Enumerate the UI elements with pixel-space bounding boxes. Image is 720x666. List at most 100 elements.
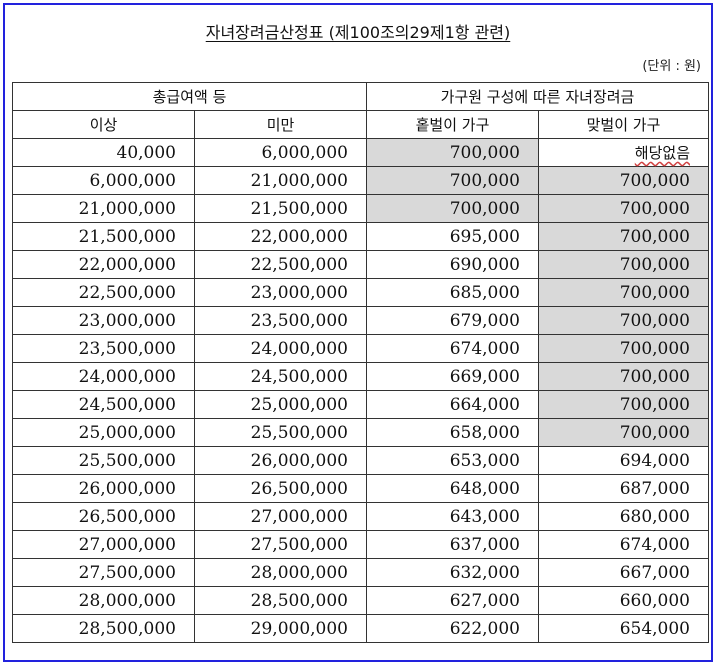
table-row: 28,000,000 28,500,000 627,000 660,000 — [12, 586, 709, 615]
cell-max: 25,500,000 — [194, 418, 367, 447]
cell-max: 23,000,000 — [194, 278, 367, 307]
header-award-group: 가구원 구성에 따른 자녀장려금 — [366, 82, 709, 111]
cell-min: 22,500,000 — [12, 278, 195, 307]
cell-single-earner: 674,000 — [366, 334, 539, 363]
table-row: 28,500,000 29,000,000 622,000 654,000 — [12, 614, 709, 643]
table-row: 25,000,000 25,500,000 658,000 700,000 — [12, 418, 709, 447]
cell-single-earner: 679,000 — [366, 306, 539, 335]
cell-single-earner: 664,000 — [366, 390, 539, 419]
cell-min: 40,000 — [12, 138, 195, 167]
cell-single-earner: 648,000 — [366, 474, 539, 503]
cell-dual-earner: 해당없음 — [538, 138, 709, 167]
cell-min: 28,500,000 — [12, 614, 195, 643]
table-row: 25,500,000 26,000,000 653,000 694,000 — [12, 446, 709, 475]
cell-max: 26,500,000 — [194, 474, 367, 503]
cell-max: 29,000,000 — [194, 614, 367, 643]
table-row: 6,000,000 21,000,000 700,000 700,000 — [12, 166, 709, 195]
cell-single-earner: 643,000 — [366, 502, 539, 531]
cell-max: 28,000,000 — [194, 558, 367, 587]
cell-single-earner: 632,000 — [366, 558, 539, 587]
cell-dual-earner: 674,000 — [538, 530, 709, 559]
cell-max: 27,500,000 — [194, 530, 367, 559]
cell-single-earner: 685,000 — [366, 278, 539, 307]
cell-max: 22,000,000 — [194, 222, 367, 251]
cell-min: 23,000,000 — [12, 306, 195, 335]
cell-min: 28,000,000 — [12, 586, 195, 615]
cell-dual-earner: 654,000 — [538, 614, 709, 643]
cell-dual-earner: 694,000 — [538, 446, 709, 475]
cell-dual-earner: 700,000 — [538, 334, 709, 363]
table-row: 26,000,000 26,500,000 648,000 687,000 — [12, 474, 709, 503]
cell-single-earner: 653,000 — [366, 446, 539, 475]
table-body: 40,000 6,000,000 700,000 해당없음 6,000,000 21,00… — [12, 138, 709, 643]
header-max: 미만 — [194, 110, 367, 139]
cell-dual-earner: 700,000 — [538, 278, 709, 307]
not-applicable-text: 해당없음 — [634, 144, 690, 162]
table-row: 40,000 6,000,000 700,000 해당없음 — [12, 138, 709, 167]
table-title: 자녀장려금산정표 (제100조의29제1항 관련) — [205, 23, 511, 42]
cell-single-earner: 700,000 — [366, 138, 539, 167]
header-dual-earner: 맞벌이 가구 — [538, 110, 709, 139]
cell-max: 24,500,000 — [194, 362, 367, 391]
cell-single-earner: 695,000 — [366, 222, 539, 251]
document-frame: 자녀장려금산정표 (제100조의29제1항 관련) (단위 : 원) 총급여액 … — [3, 3, 713, 662]
cell-min: 25,000,000 — [12, 418, 195, 447]
table-row: 22,500,000 23,000,000 685,000 700,000 — [12, 278, 709, 307]
unit-label: (단위 : 원) — [642, 59, 701, 74]
table-row: 21,500,000 22,000,000 695,000 700,000 — [12, 222, 709, 251]
cell-min: 26,000,000 — [12, 474, 195, 503]
header-single-earner: 홑벌이 가구 — [366, 110, 539, 139]
page-title: 자녀장려금산정표 (제100조의29제1항 관련) — [5, 19, 711, 43]
cell-dual-earner: 700,000 — [538, 166, 709, 195]
table-row: 26,500,000 27,000,000 643,000 680,000 — [12, 502, 709, 531]
cell-single-earner: 637,000 — [366, 530, 539, 559]
award-table: 총급여액 등 가구원 구성에 따른 자녀장려금 이상 미만 홑벌이 가구 맞벌이… — [12, 82, 709, 643]
cell-dual-earner: 700,000 — [538, 390, 709, 419]
cell-dual-earner: 700,000 — [538, 362, 709, 391]
cell-min: 23,500,000 — [12, 334, 195, 363]
table-row: 24,500,000 25,000,000 664,000 700,000 — [12, 390, 709, 419]
cell-min: 25,500,000 — [12, 446, 195, 475]
cell-min: 24,000,000 — [12, 362, 195, 391]
cell-max: 22,500,000 — [194, 250, 367, 279]
cell-max: 25,000,000 — [194, 390, 367, 419]
cell-min: 27,000,000 — [12, 530, 195, 559]
cell-dual-earner: 700,000 — [538, 418, 709, 447]
cell-min: 26,500,000 — [12, 502, 195, 531]
cell-max: 28,500,000 — [194, 586, 367, 615]
table-row: 27,000,000 27,500,000 637,000 674,000 — [12, 530, 709, 559]
cell-dual-earner: 700,000 — [538, 306, 709, 335]
cell-max: 21,000,000 — [194, 166, 367, 195]
table-row: 23,000,000 23,500,000 679,000 700,000 — [12, 306, 709, 335]
cell-dual-earner: 680,000 — [538, 502, 709, 531]
cell-dual-earner: 667,000 — [538, 558, 709, 587]
cell-single-earner: 669,000 — [366, 362, 539, 391]
table-row: 22,000,000 22,500,000 690,000 700,000 — [12, 250, 709, 279]
cell-single-earner: 622,000 — [366, 614, 539, 643]
table-row: 21,000,000 21,500,000 700,000 700,000 — [12, 194, 709, 223]
cell-max: 23,500,000 — [194, 306, 367, 335]
header-income-group: 총급여액 등 — [12, 82, 367, 111]
cell-single-earner: 690,000 — [366, 250, 539, 279]
cell-single-earner: 627,000 — [366, 586, 539, 615]
cell-max: 26,000,000 — [194, 446, 367, 475]
cell-dual-earner: 700,000 — [538, 194, 709, 223]
cell-dual-earner: 700,000 — [538, 222, 709, 251]
cell-single-earner: 700,000 — [366, 166, 539, 195]
cell-min: 21,500,000 — [12, 222, 195, 251]
cell-min: 21,000,000 — [12, 194, 195, 223]
cell-min: 6,000,000 — [12, 166, 195, 195]
cell-single-earner: 700,000 — [366, 194, 539, 223]
table-row: 24,000,000 24,500,000 669,000 700,000 — [12, 362, 709, 391]
cell-min: 24,500,000 — [12, 390, 195, 419]
cell-single-earner: 658,000 — [366, 418, 539, 447]
cell-max: 27,000,000 — [194, 502, 367, 531]
header-min: 이상 — [12, 110, 195, 139]
cell-dual-earner: 687,000 — [538, 474, 709, 503]
table-row: 27,500,000 28,000,000 632,000 667,000 — [12, 558, 709, 587]
cell-dual-earner: 700,000 — [538, 250, 709, 279]
cell-max: 6,000,000 — [194, 138, 367, 167]
cell-dual-earner: 660,000 — [538, 586, 709, 615]
cell-max: 21,500,000 — [194, 194, 367, 223]
table-row: 23,500,000 24,000,000 674,000 700,000 — [12, 334, 709, 363]
